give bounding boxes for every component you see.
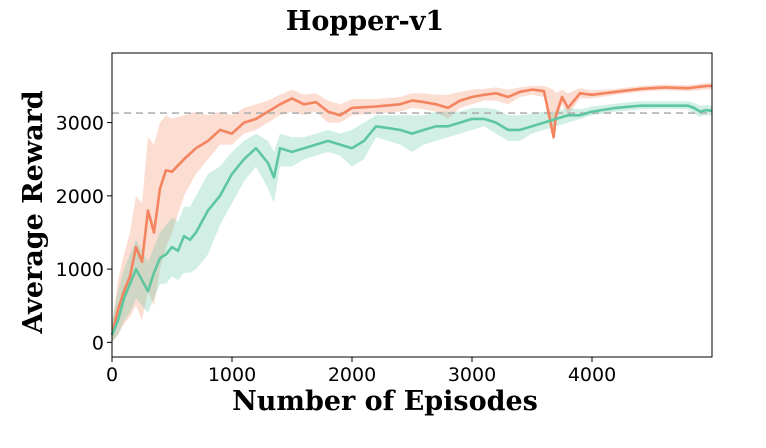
x-axis-label: Number of Episodes bbox=[232, 386, 538, 417]
x-axis-ticks: 0 1000 2000 3000 4000 bbox=[106, 357, 616, 386]
y-tick-label: 1000 bbox=[56, 259, 104, 281]
confidence-bands bbox=[112, 83, 712, 343]
series-1-line bbox=[110, 84, 712, 336]
x-tick-label: 1000 bbox=[208, 364, 256, 386]
x-tick-label: 4000 bbox=[568, 364, 616, 386]
y-tick-label: 3000 bbox=[56, 113, 104, 135]
series-2-band bbox=[112, 101, 712, 343]
x-tick-label: 2000 bbox=[328, 364, 376, 386]
x-tick-label: 0 bbox=[106, 364, 118, 386]
y-axis-ticks: 0 1000 2000 3000 bbox=[56, 113, 112, 354]
y-tick-label: 0 bbox=[92, 332, 104, 354]
series-lines bbox=[110, 84, 713, 336]
plot-frame bbox=[111, 52, 713, 358]
x-tick-label: 3000 bbox=[448, 364, 496, 386]
y-axis-label: Average Reward bbox=[18, 90, 49, 334]
chart-title: Hopper-v1 bbox=[286, 6, 444, 37]
y-tick-label: 2000 bbox=[56, 186, 104, 208]
series-2-line bbox=[110, 104, 713, 336]
